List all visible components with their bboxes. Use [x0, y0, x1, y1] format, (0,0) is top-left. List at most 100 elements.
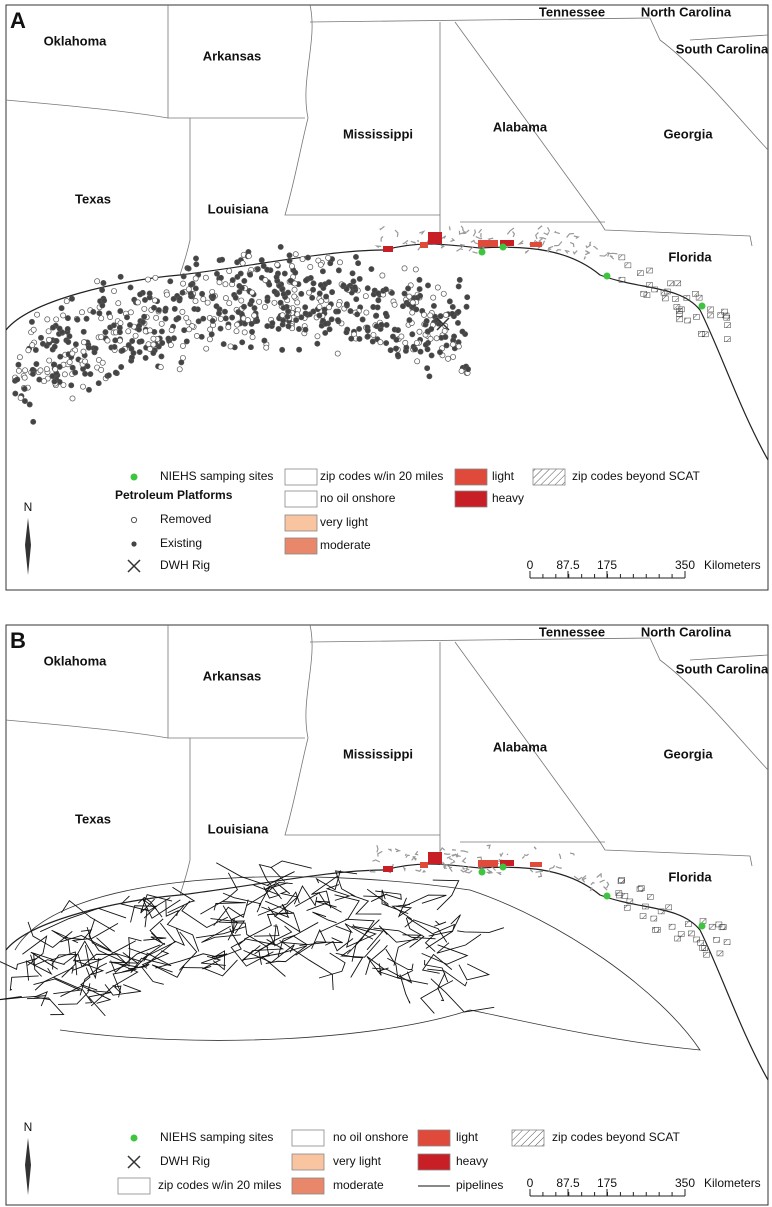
platform-removed	[98, 334, 103, 339]
platform-removed	[194, 333, 199, 338]
platform-removed	[204, 346, 209, 351]
platform-removed	[434, 336, 439, 341]
platform-existing	[417, 286, 422, 291]
platform-existing	[418, 349, 423, 354]
platform-existing	[395, 352, 400, 357]
platform-existing	[425, 366, 430, 371]
platform-existing	[355, 312, 360, 317]
platform-removed	[46, 337, 51, 342]
platform-existing	[214, 271, 219, 276]
platform-removed	[22, 368, 27, 373]
platform-existing	[106, 373, 111, 378]
platform-removed	[234, 329, 239, 334]
platform-existing	[230, 277, 235, 282]
platform-existing	[395, 328, 400, 333]
platform-existing	[267, 282, 272, 287]
platform-existing	[27, 402, 32, 407]
zip-beyond-scat	[724, 337, 730, 342]
platform-existing	[81, 329, 86, 334]
platform-removed	[250, 335, 255, 340]
state-label: Oklahoma	[44, 33, 108, 48]
platform-existing	[348, 308, 353, 313]
zip-beyond-scat	[669, 924, 675, 929]
platform-existing	[200, 291, 205, 296]
platform-existing	[356, 261, 361, 266]
platform-existing	[180, 290, 185, 295]
platform-removed	[456, 344, 461, 349]
platform-existing	[376, 291, 381, 296]
oil-zip	[420, 862, 428, 868]
platform-existing	[119, 364, 124, 369]
legend-label: NIEHS samping sites	[160, 1130, 273, 1144]
zip-code	[449, 227, 450, 231]
platform-existing	[315, 341, 320, 346]
state-label: Tennessee	[539, 624, 605, 639]
platform-existing	[281, 305, 286, 310]
map-panel: OklahomaArkansasTexasLouisianaMississipp…	[0, 624, 769, 1205]
platform-existing	[218, 326, 223, 331]
zip-beyond-scat	[698, 940, 704, 945]
platform-existing	[310, 295, 315, 300]
legend-symbol	[285, 515, 317, 531]
platform-existing	[262, 338, 267, 343]
platform-existing	[15, 377, 20, 382]
platform-existing	[239, 285, 244, 290]
legend-label: heavy	[492, 491, 524, 505]
platform-removed	[159, 321, 164, 326]
platform-existing	[30, 371, 35, 376]
zip-beyond-scat	[654, 927, 660, 932]
zip-beyond-scat	[688, 931, 694, 936]
platform-existing	[166, 336, 171, 341]
platform-existing	[384, 322, 389, 327]
platform-removed	[378, 340, 383, 345]
state-label: Louisiana	[208, 821, 269, 836]
platform-existing	[259, 258, 264, 263]
state-label: Tennessee	[539, 4, 605, 19]
platform-existing	[140, 320, 145, 325]
platform-existing	[131, 350, 136, 355]
platform-existing	[394, 337, 399, 342]
platform-removed	[263, 278, 268, 283]
platform-existing	[242, 278, 247, 283]
state-label: Georgia	[663, 126, 713, 141]
legend-symbol	[533, 469, 565, 485]
platform-existing	[388, 348, 393, 353]
oil-zip	[478, 240, 498, 247]
platform-removed	[128, 310, 133, 315]
platform-removed	[205, 300, 210, 305]
platform-existing	[255, 318, 260, 323]
platform-removed	[207, 337, 212, 342]
platform-removed	[308, 264, 313, 269]
platform-removed	[459, 368, 464, 373]
platform-existing	[344, 330, 349, 335]
platform-existing	[127, 322, 132, 327]
zip-beyond-scat	[616, 893, 622, 898]
platform-removed	[402, 266, 407, 271]
oil-zip	[428, 232, 442, 244]
platform-removed	[245, 318, 250, 323]
oil-zip	[530, 862, 542, 867]
niehs-site	[500, 244, 507, 251]
zip-beyond-scat	[709, 924, 715, 929]
platform-removed	[145, 277, 150, 282]
platform-existing	[34, 361, 39, 366]
platform-existing	[371, 304, 376, 309]
zip-beyond-scat	[637, 887, 643, 892]
platform-removed	[445, 356, 450, 361]
platform-removed	[168, 342, 173, 347]
platform-existing	[317, 291, 322, 296]
platform-existing	[455, 320, 460, 325]
platform-existing	[29, 319, 34, 324]
platform-removed	[46, 329, 51, 334]
platform-existing	[216, 311, 221, 316]
platform-removed	[169, 328, 174, 333]
niehs-site	[699, 923, 706, 930]
legend-symbol	[292, 1130, 324, 1146]
platform-removed	[306, 290, 311, 295]
platform-removed	[142, 306, 147, 311]
platform-removed	[399, 334, 404, 339]
platform-existing	[65, 326, 70, 331]
platform-removed	[186, 327, 191, 332]
platform-existing	[450, 304, 455, 309]
platform-existing	[142, 297, 147, 302]
